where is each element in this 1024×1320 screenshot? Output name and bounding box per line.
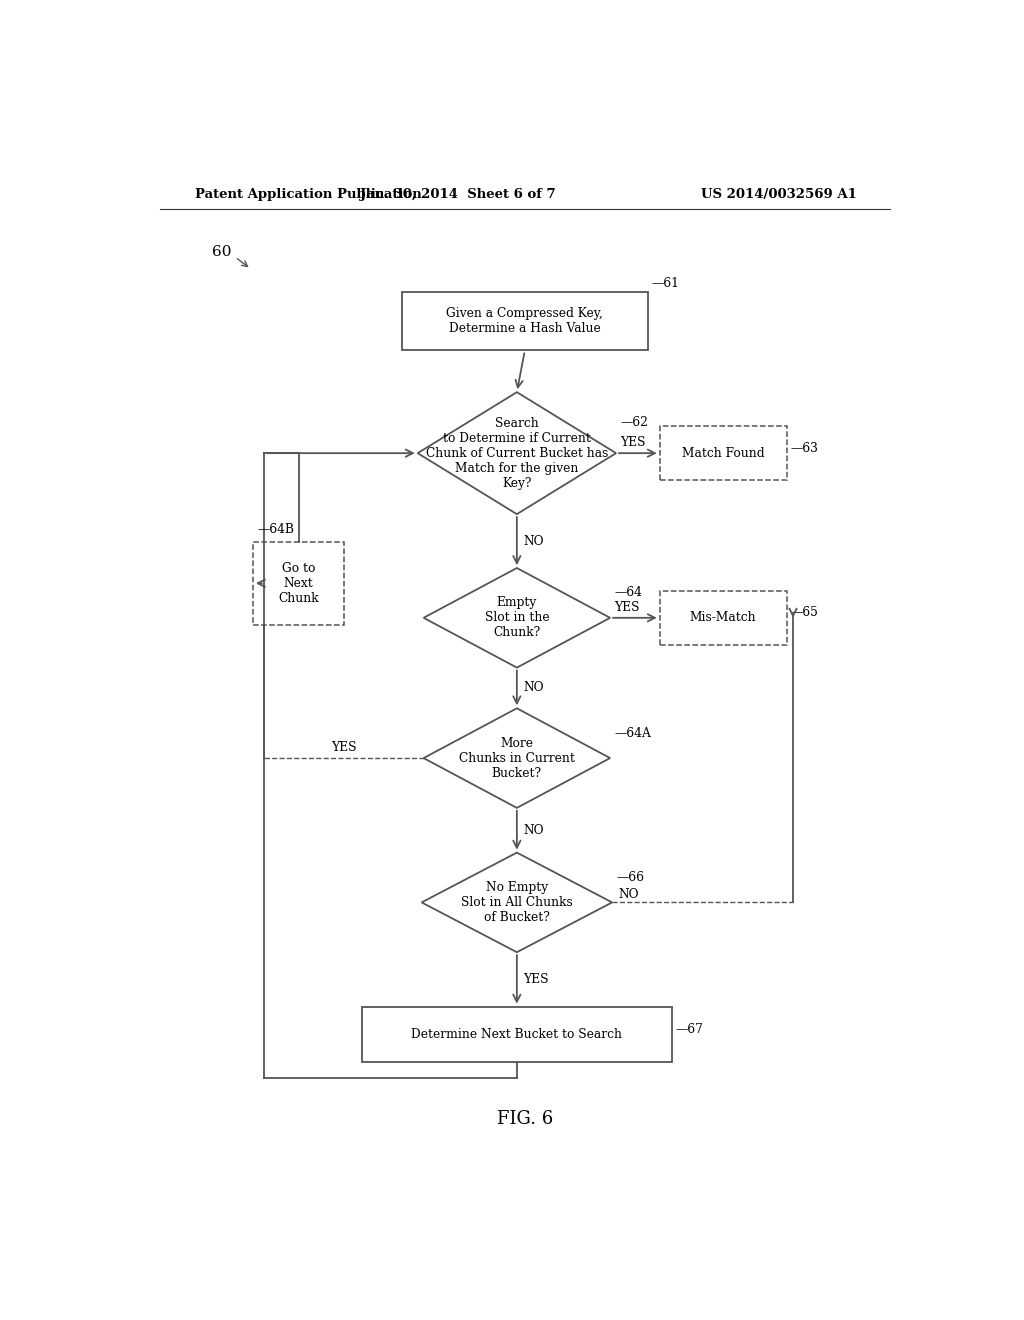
Text: 60: 60 [212,246,231,259]
Text: Go to
Next
Chunk: Go to Next Chunk [279,562,318,605]
Text: NO: NO [523,681,544,694]
Bar [659,426,786,480]
Bar [362,1007,672,1063]
Text: FIG. 6: FIG. 6 [497,1110,553,1127]
Text: —63: —63 [791,442,818,454]
Bar [659,591,786,644]
Text: —67: —67 [676,1023,703,1036]
Text: —62: —62 [620,416,648,429]
Text: Determine Next Bucket to Search: Determine Next Bucket to Search [412,1028,623,1041]
Text: NO: NO [523,535,544,548]
Text: Patent Application Publication: Patent Application Publication [196,189,422,202]
Text: —64B: —64B [257,523,294,536]
Text: —64A: —64A [614,727,651,739]
Bar [401,292,648,351]
Text: YES: YES [332,742,356,755]
Text: Given a Compressed Key,
Determine a Hash Value: Given a Compressed Key, Determine a Hash… [446,308,603,335]
Polygon shape [418,392,616,515]
Text: YES: YES [523,973,549,986]
Text: YES: YES [620,437,645,450]
Text: —61: —61 [652,277,680,290]
Text: No Empty
Slot in All Chunks
of Bucket?: No Empty Slot in All Chunks of Bucket? [461,880,572,924]
Text: Match Found: Match Found [682,446,765,459]
Text: Empty
Slot in the
Chunk?: Empty Slot in the Chunk? [484,597,549,639]
Text: NO: NO [523,824,544,837]
Polygon shape [422,853,612,952]
Text: —65: —65 [791,606,818,619]
Bar [253,541,344,624]
Text: —66: —66 [616,871,644,884]
Text: Search
to Determine if Current
Chunk of Current Bucket has
Match for the given
K: Search to Determine if Current Chunk of … [426,417,608,490]
Text: More
Chunks in Current
Bucket?: More Chunks in Current Bucket? [459,737,574,780]
Text: YES: YES [614,601,640,614]
Text: US 2014/0032569 A1: US 2014/0032569 A1 [700,189,857,202]
Text: NO: NO [618,888,639,900]
Text: Jan. 30, 2014  Sheet 6 of 7: Jan. 30, 2014 Sheet 6 of 7 [359,189,555,202]
Text: Mis-Match: Mis-Match [690,611,757,624]
Polygon shape [424,709,610,808]
Text: —64: —64 [614,586,642,599]
Polygon shape [424,568,610,668]
